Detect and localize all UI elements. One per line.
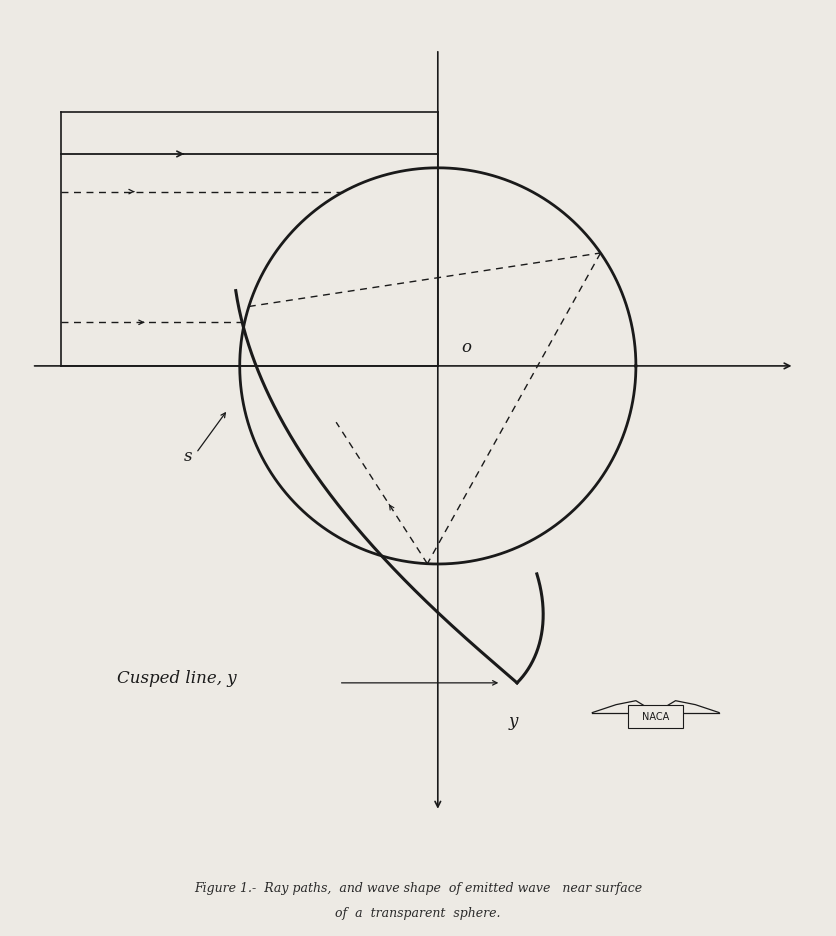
Text: Cusped line, y: Cusped line, y bbox=[117, 670, 237, 687]
Text: s: s bbox=[184, 448, 193, 465]
FancyBboxPatch shape bbox=[628, 705, 684, 728]
Text: y: y bbox=[508, 713, 517, 730]
Text: NACA: NACA bbox=[642, 711, 670, 722]
Text: of  a  transparent  sphere.: of a transparent sphere. bbox=[335, 907, 501, 920]
Text: o: o bbox=[461, 339, 472, 356]
Text: Figure 1.-  Ray paths,  and wave shape  of emitted wave   near surface: Figure 1.- Ray paths, and wave shape of … bbox=[194, 882, 642, 895]
